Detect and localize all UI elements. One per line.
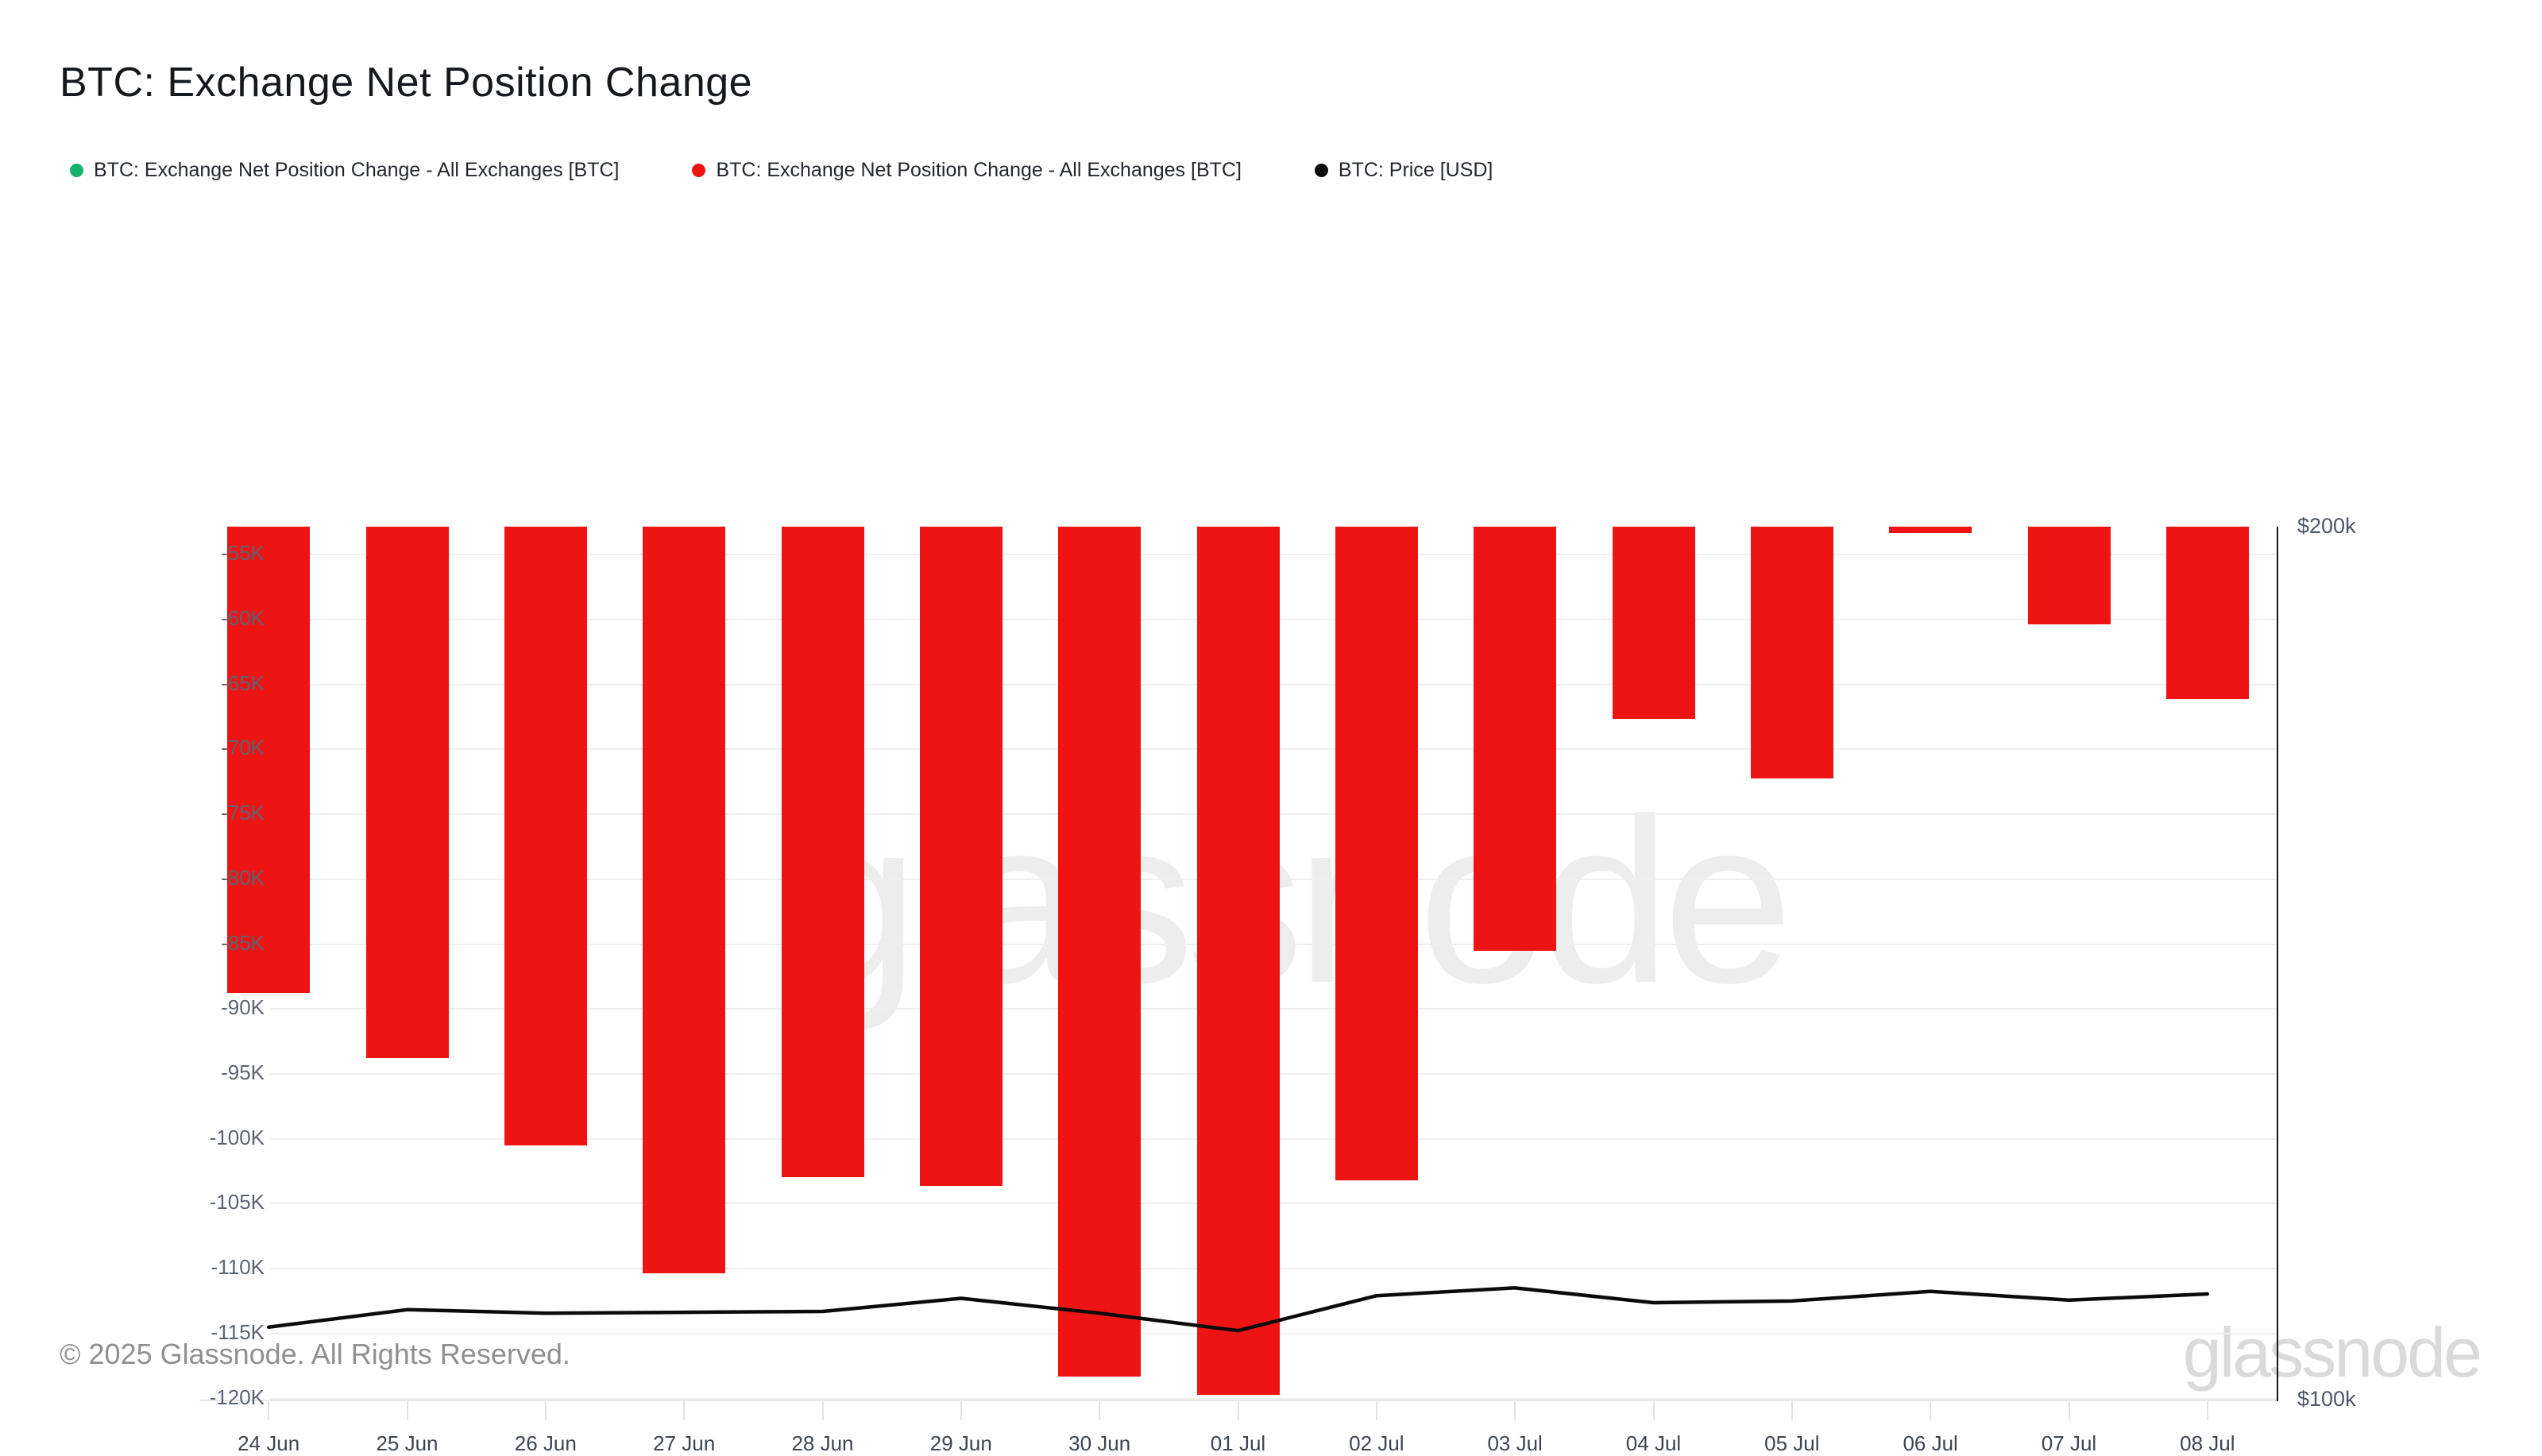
copyright-text: © 2025 Glassnode. All Rights Reserved. <box>60 1338 570 1370</box>
x-axis-tick-label: 06 Jul <box>1903 1431 1958 1455</box>
y-axis-tick-label: -120K <box>209 1385 265 1409</box>
x-axis-tick-label: 25 Jun <box>376 1431 438 1455</box>
y-axis-tick-label: -55K <box>221 541 265 566</box>
y-axis-tick-label: -85K <box>221 930 265 955</box>
x-axis-tick-label: 07 Jul <box>2041 1431 2097 1455</box>
y-axis-tick-label: -105K <box>209 1190 265 1215</box>
y-axis-tick-label: -110K <box>211 1255 265 1280</box>
bar-08-jul[interactable] <box>2165 527 2249 700</box>
legend-item-price[interactable]: BTC: Price [USD] <box>1314 159 1493 182</box>
bar-02-jul[interactable] <box>1335 527 1418 1180</box>
bar-24-jun[interactable] <box>227 527 311 993</box>
bar-26-jun[interactable] <box>504 527 587 1145</box>
y-axis-tick-label: -115K <box>211 1319 265 1344</box>
plot-area[interactable] <box>199 527 2277 1400</box>
right-axis-tick-label: $200k <box>2297 514 2356 538</box>
x-axis-tick <box>683 1401 686 1420</box>
bar-01-jul[interactable] <box>1196 527 1280 1396</box>
x-axis-line <box>199 1400 2277 1401</box>
x-axis-tick-label: 08 Jul <box>2180 1431 2235 1455</box>
x-axis-tick <box>1930 1401 1932 1420</box>
bar-30-jun[interactable] <box>1058 527 1142 1377</box>
y-axis-tick-label: -75K <box>221 801 265 825</box>
legend-item-net-position-red[interactable]: BTC: Exchange Net Position Change - All … <box>692 159 1242 182</box>
x-axis-tick-label: 05 Jul <box>1764 1431 1820 1455</box>
bar-05-jul[interactable] <box>1750 527 1833 779</box>
x-axis-tick-label: 30 Jun <box>1068 1431 1131 1455</box>
x-axis-tick <box>1237 1401 1239 1420</box>
x-axis-tick-label: 29 Jun <box>929 1431 992 1455</box>
bar-27-jun[interactable] <box>643 527 726 1274</box>
x-axis-tick-label: 03 Jul <box>1487 1431 1543 1455</box>
x-axis-tick-label: 24 Jun <box>238 1431 300 1455</box>
bar-29-jun[interactable] <box>919 527 1003 1187</box>
right-axis-line <box>2277 527 2278 1401</box>
legend-item-net-position-green[interactable]: BTC: Exchange Net Position Change - All … <box>70 159 619 182</box>
x-axis-tick <box>544 1401 547 1420</box>
bar-04-jul[interactable] <box>1612 527 1695 719</box>
x-axis-tick-label: 26 Jun <box>514 1431 577 1455</box>
x-axis-tick <box>268 1401 270 1420</box>
chart-canvas[interactable]: glassnode -55K -60K -65K -70K -75K -80K -85K -9… <box>0 238 2542 1455</box>
legend-item-label: BTC: Exchange Net Position Change - All … <box>716 159 1242 181</box>
legend-item-label: BTC: Exchange Net Position Change - All … <box>94 159 620 181</box>
legend: BTC: Exchange Net Position Change - All … <box>70 159 1493 182</box>
legend-dot-icon <box>1314 164 1328 177</box>
legend-dot-icon <box>70 164 83 177</box>
bar-28-jun[interactable] <box>781 527 864 1177</box>
glassnode-logo: glassnode <box>2182 1313 2482 1392</box>
x-axis-tick <box>1652 1401 1655 1420</box>
y-axis-tick-label: -65K <box>221 670 265 695</box>
legend-item-label: BTC: Price [USD] <box>1338 159 1493 181</box>
x-axis-tick <box>1791 1401 1793 1420</box>
x-axis-tick-label: 04 Jul <box>1625 1431 1682 1455</box>
grid-line <box>270 1397 2277 1400</box>
x-axis-tick-label: 28 Jun <box>791 1431 854 1455</box>
x-axis-tick <box>2068 1401 2070 1420</box>
page-title: BTC: Exchange Net Position Change <box>60 60 753 106</box>
bar-06-jul[interactable] <box>1889 527 1972 534</box>
bar-03-jul[interactable] <box>1474 527 1557 952</box>
bar-07-jul[interactable] <box>2027 527 2111 624</box>
x-axis-tick-label: 27 Jun <box>653 1431 716 1455</box>
x-axis-tick <box>1514 1401 1516 1420</box>
x-axis-tick <box>960 1401 962 1420</box>
y-axis-tick-label: -100K <box>209 1125 265 1149</box>
y-axis-tick-label: -80K <box>221 865 265 890</box>
y-axis-tick-label: -70K <box>221 736 265 760</box>
x-axis-tick <box>1099 1401 1101 1420</box>
y-axis-tick-label: -90K <box>221 995 265 1020</box>
x-axis-tick-label: 01 Jul <box>1210 1431 1266 1455</box>
price-line <box>266 1286 2210 1333</box>
x-axis-tick <box>821 1401 824 1420</box>
x-axis-tick <box>1375 1401 1377 1420</box>
x-axis-tick <box>406 1401 408 1420</box>
bar-25-jun[interactable] <box>365 527 449 1059</box>
y-axis-tick-label: -95K <box>221 1060 265 1084</box>
x-axis-tick <box>2206 1401 2208 1420</box>
legend-dot-icon <box>692 164 706 177</box>
x-axis-tick-label: 02 Jul <box>1349 1431 1404 1455</box>
y-axis-tick-label: -60K <box>221 606 265 631</box>
right-axis-tick-label: $100k <box>2297 1387 2356 1411</box>
